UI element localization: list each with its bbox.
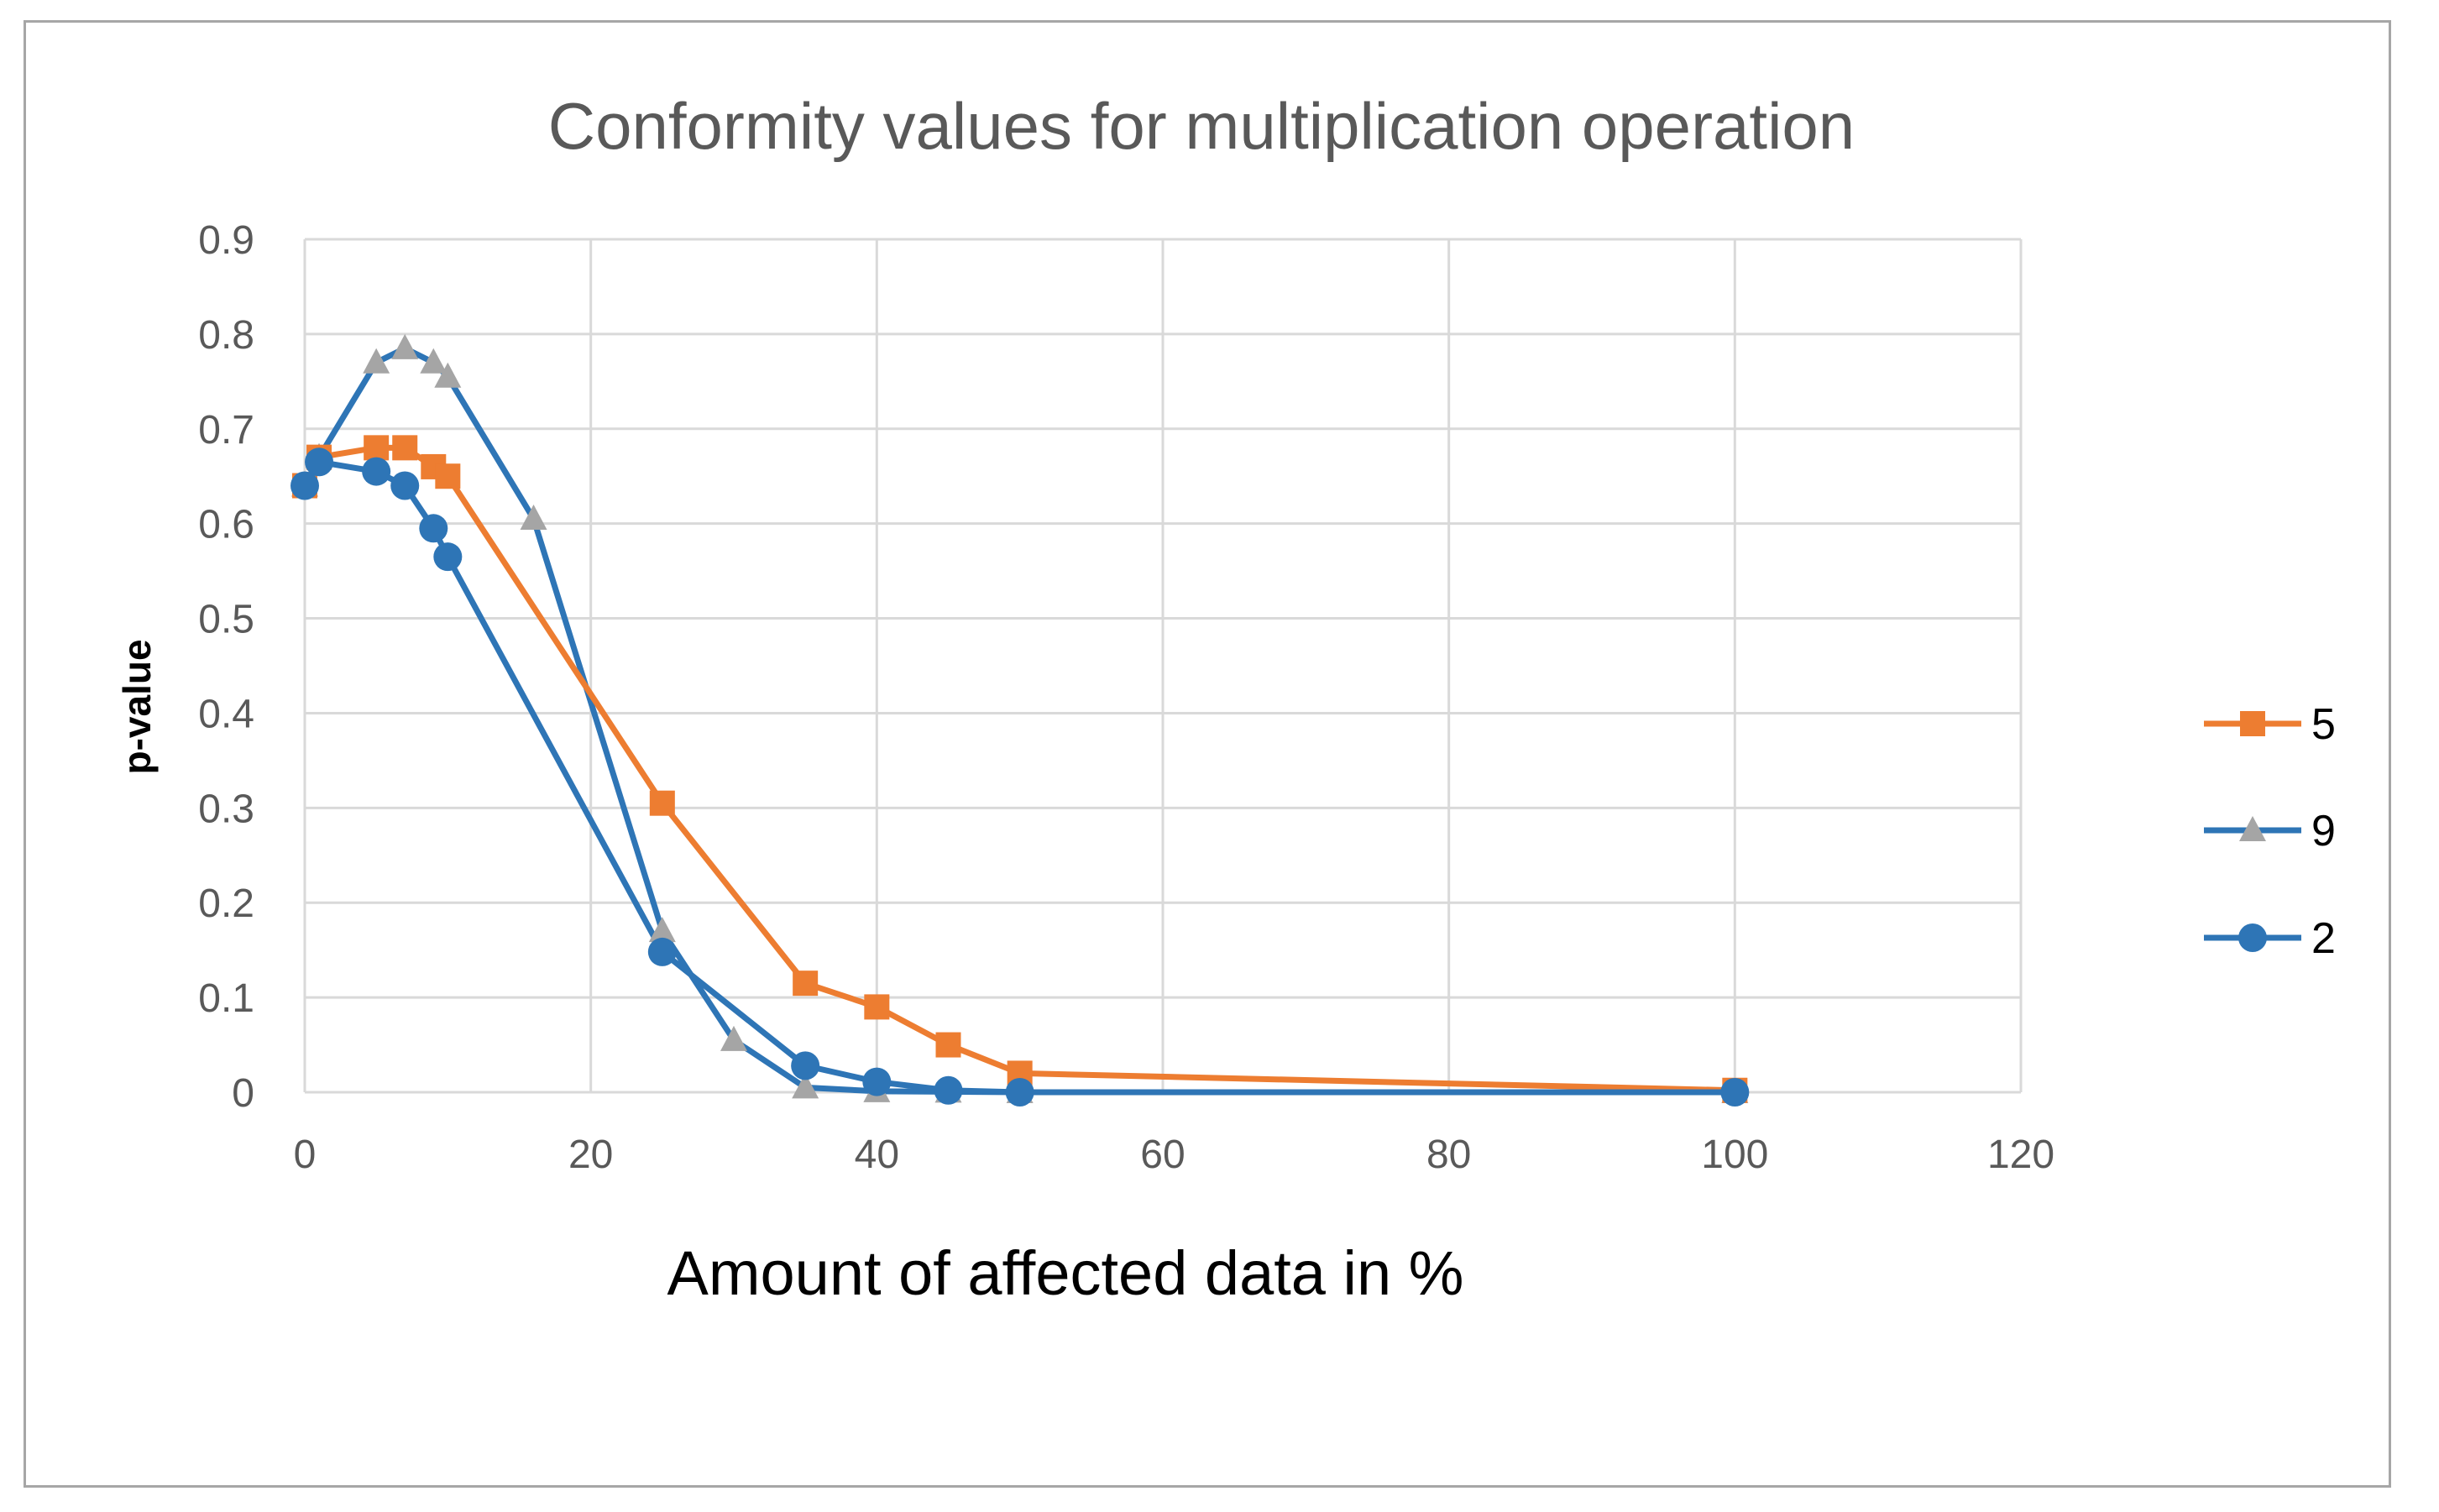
axes-layer: 0 0.1 0.2 0.3 0.4 0.5 0.6 0.7 0.8 0.9 0 20 40 60 80 100… xyxy=(198,218,2054,1177)
chart-frame: 0 0.1 0.2 0.3 0.4 0.5 0.6 0.7 0.8 0.9 0 20 40 60 80 100… xyxy=(24,20,2391,1488)
y-tick-label: 0.6 xyxy=(198,503,254,547)
legend-9-label: 9 xyxy=(2311,807,2336,855)
x-tick-label: 100 xyxy=(1701,1133,1768,1177)
series-9-point xyxy=(720,1025,747,1051)
series-9-point xyxy=(363,348,390,374)
series-9-point xyxy=(792,1073,819,1099)
series-5-point xyxy=(364,435,390,461)
series-2-point xyxy=(433,542,463,572)
legend-layer: 5 9 2 xyxy=(2204,700,2336,963)
series-9-point xyxy=(648,917,676,943)
y-tick-label: 0 xyxy=(232,1071,254,1116)
series-9-point xyxy=(520,505,547,531)
series-5-point xyxy=(649,790,675,816)
legend-2-marker xyxy=(2238,923,2267,952)
x-tick-label: 0 xyxy=(294,1133,317,1177)
series-2-point xyxy=(390,471,420,500)
series-5-point xyxy=(793,971,819,997)
series-9-point xyxy=(420,348,447,374)
series-5-point xyxy=(392,435,418,461)
series-2-point xyxy=(305,447,334,477)
grid-layer xyxy=(305,238,2023,1092)
series-2-point xyxy=(362,457,391,486)
series-2-point xyxy=(791,1051,820,1080)
legend-9-marker xyxy=(2239,816,2266,841)
series-5-point xyxy=(435,463,461,489)
x-tick-label: 120 xyxy=(1987,1133,2054,1177)
series-9-point xyxy=(434,362,462,388)
series-9-point xyxy=(391,333,419,359)
x-tick-label: 60 xyxy=(1140,1133,1185,1177)
series-2-point xyxy=(862,1067,892,1096)
series-5-point xyxy=(935,1032,961,1058)
series-2-point xyxy=(934,1075,963,1105)
y-tick-label: 0.5 xyxy=(198,598,254,642)
series-2-point xyxy=(419,514,448,543)
x-tick-label: 40 xyxy=(855,1133,899,1177)
legend-5-marker xyxy=(2240,711,2265,736)
y-tick-label: 0.8 xyxy=(198,313,254,358)
legend-2-label: 2 xyxy=(2311,914,2336,963)
y-tick-label: 0.1 xyxy=(198,976,254,1021)
series-9-line xyxy=(301,345,1738,1096)
series-2-point xyxy=(1005,1078,1034,1107)
x-tick-label: 80 xyxy=(1426,1133,1471,1177)
series-5-point xyxy=(864,994,890,1020)
x-tick-label: 20 xyxy=(568,1133,613,1177)
legend-5-label: 5 xyxy=(2311,700,2336,749)
y-axis-label: p-value xyxy=(115,639,159,774)
y-tick-label: 0.2 xyxy=(198,882,254,926)
series-2-point xyxy=(647,937,677,966)
series-5-line xyxy=(301,444,1738,1094)
y-tick-label: 0.7 xyxy=(198,408,254,453)
chart-svg: 0 0.1 0.2 0.3 0.4 0.5 0.6 0.7 0.8 0.9 0 20 40 60 80 100… xyxy=(115,89,2336,1308)
y-tick-label: 0.3 xyxy=(198,787,254,831)
y-tick-label: 0.4 xyxy=(198,692,254,736)
series-layer xyxy=(290,333,1750,1107)
series-2-point xyxy=(1720,1078,1750,1107)
chart-title: Conformity values for multiplication ope… xyxy=(548,89,1855,163)
y-tick-label: 0.9 xyxy=(198,218,254,263)
series-2-point xyxy=(290,471,319,500)
x-axis-label: Amount of affected data in % xyxy=(667,1238,1464,1308)
